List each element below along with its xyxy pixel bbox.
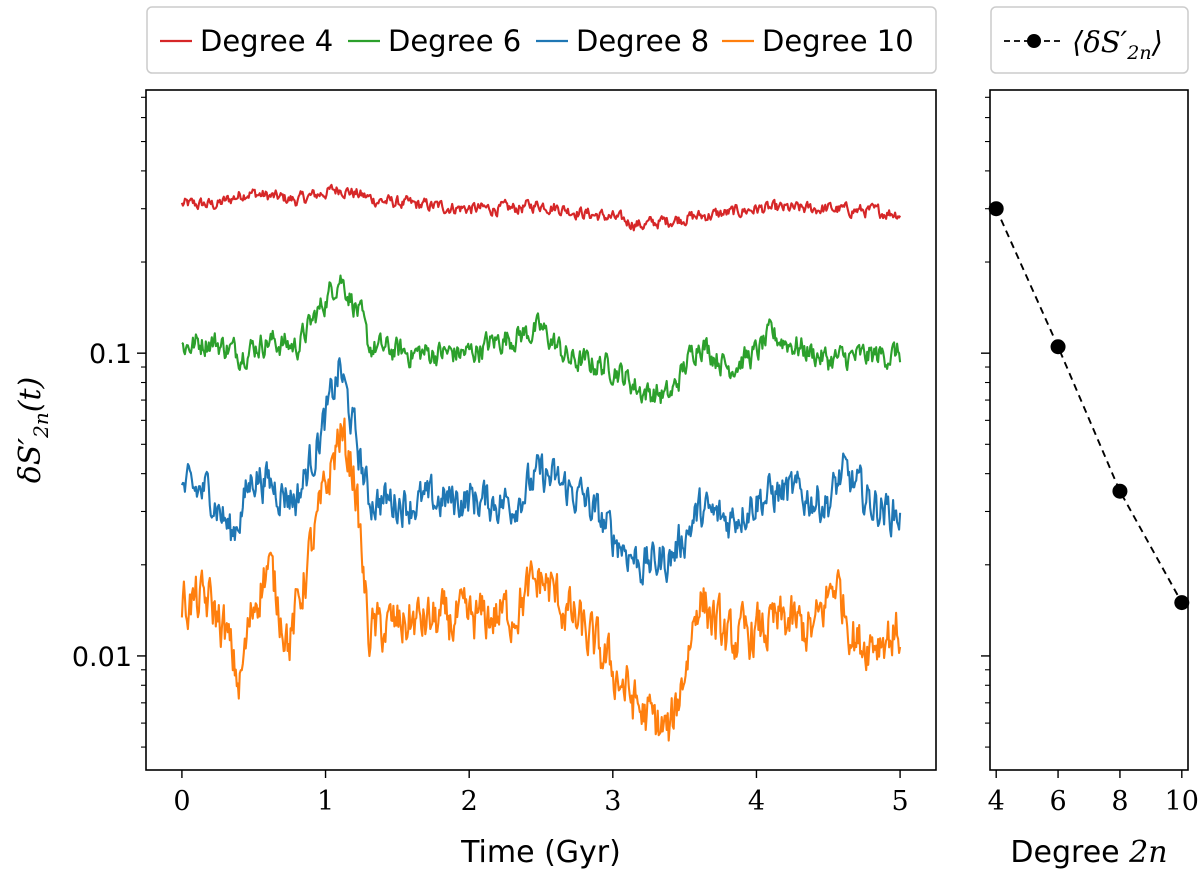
x-tick-label-right: 8 [1111, 786, 1128, 817]
x-axis-title: Time (Gyr) [460, 835, 621, 870]
legend-label-degree-4: Degree 4 [200, 24, 333, 58]
legend-label-mean: ⟨δS′2n⟩ [1072, 25, 1163, 64]
y-tick-label: 0.01 [72, 642, 132, 673]
y-axis-title: δS′2n(t) [13, 377, 53, 484]
x-tick-label: 2 [461, 786, 478, 817]
legend-label-degree-10: Degree 10 [762, 24, 914, 58]
series-line-degree-10 [180, 417, 902, 742]
legend-label-mean-open: ⟨ [1072, 25, 1084, 59]
series-line-degree-8 [180, 357, 902, 586]
mean-point [988, 201, 1004, 217]
legend-label-degree-8: Degree 8 [576, 24, 709, 58]
y-axis-title-argument: (t) [13, 377, 48, 412]
mean-point [1174, 595, 1190, 611]
x-tick-label: 5 [891, 786, 908, 817]
y-axis-title-subscript: 2n [29, 412, 53, 439]
legend-right: ⟨δS′2n⟩ [990, 6, 1189, 74]
legend-marker-mean [1027, 34, 1041, 48]
legend: Degree 4 Degree 6 Degree 8 Degree 10 [146, 6, 937, 74]
x-axis-ticks: 0 1 2 3 4 5 [173, 770, 909, 817]
series-group-right [988, 201, 1190, 611]
time-series-chart: 0 1 2 3 4 5 0.01 0.1 Time (Gyr) δS′2n(t) Degre… [13, 6, 937, 870]
x-tick-label: 3 [604, 786, 621, 817]
legend-label-mean-subscript: 2n [1126, 42, 1151, 64]
legend-label-mean-close: ⟩ [1151, 25, 1163, 59]
series-group [180, 183, 902, 742]
x-tick-label: 0 [173, 786, 190, 817]
plot-area-frame-right [989, 89, 1189, 771]
x-tick-label: 1 [317, 786, 334, 817]
y-tick-label: 0.1 [89, 339, 132, 370]
x-tick-label-right: 6 [1049, 786, 1066, 817]
x-tick-label-right: 10 [1165, 786, 1199, 817]
mean-point [1050, 339, 1066, 355]
x-axis-title-right-base: Degree [1010, 835, 1129, 870]
x-axis-title-right-variable: 2n [1128, 835, 1167, 870]
x-tick-label: 4 [748, 786, 765, 817]
y-axis-ticks-right [981, 96, 990, 748]
legend-frame-right [990, 6, 1189, 74]
mean-point [1112, 483, 1128, 499]
y-axis-title-base: δS′ [13, 438, 48, 484]
x-axis-title-right: Degree 2n [1010, 835, 1167, 870]
y-axis-ticks: 0.01 0.1 [72, 96, 146, 748]
mean-by-degree-chart: 4 6 8 10 Degree 2n ⟨δS′2n⟩ [981, 6, 1199, 870]
mean-dashed-line [995, 208, 1183, 604]
series-line-degree-4 [180, 183, 902, 232]
plot-area-frame [145, 89, 937, 771]
x-tick-label-right: 4 [988, 786, 1005, 817]
legend-label-degree-6: Degree 6 [388, 24, 521, 58]
legend-label-mean-base: δS′ [1083, 25, 1127, 59]
x-axis-ticks-right: 4 6 8 10 [988, 770, 1199, 817]
series-line-degree-6 [181, 274, 902, 405]
